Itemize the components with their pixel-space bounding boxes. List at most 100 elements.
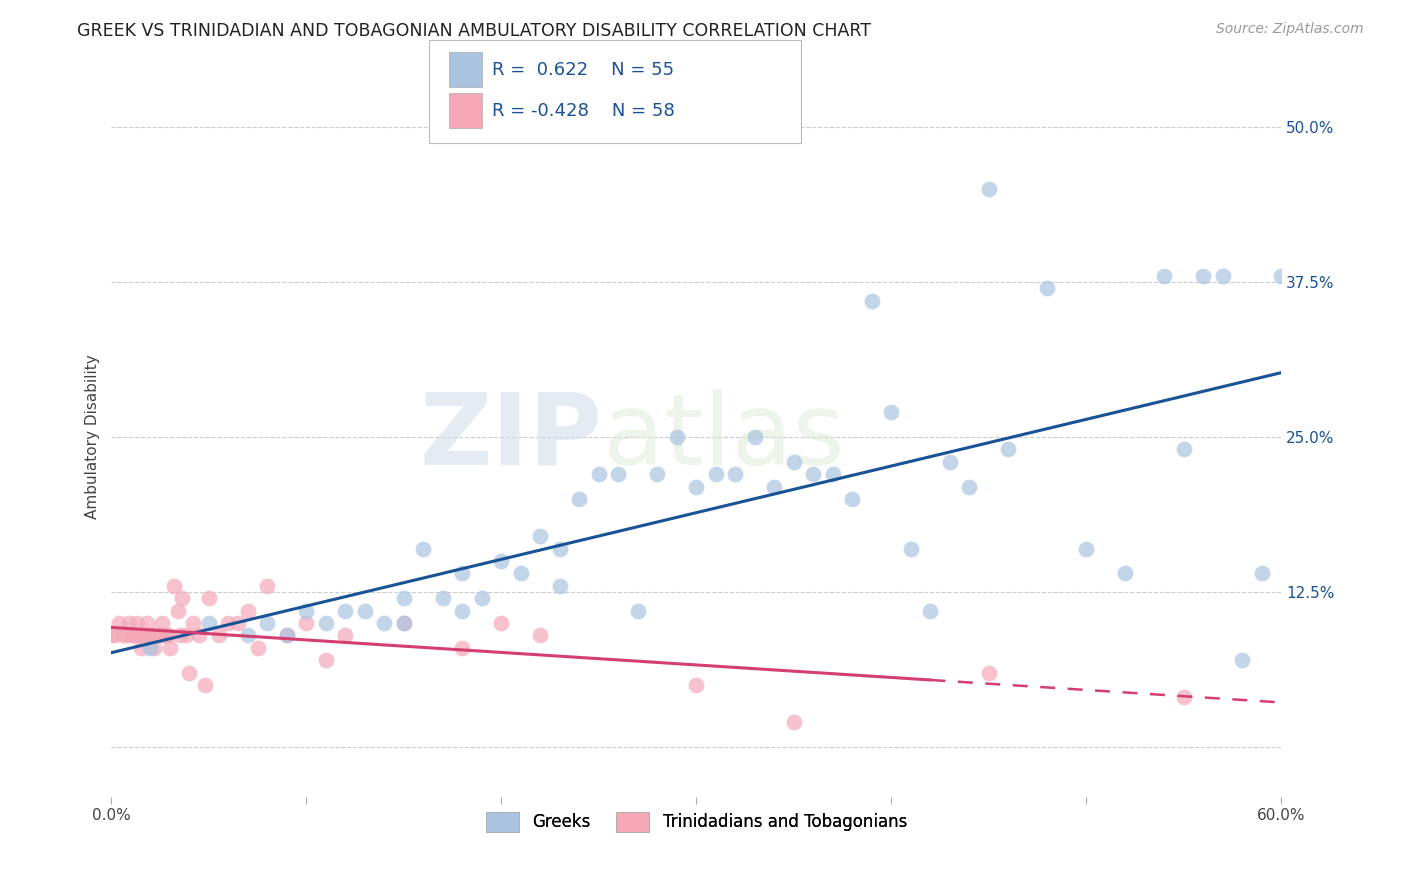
Point xyxy=(939,455,962,469)
Point xyxy=(153,628,176,642)
Point xyxy=(1192,268,1215,283)
Point xyxy=(529,529,551,543)
Point xyxy=(166,604,188,618)
Point xyxy=(1212,268,1234,283)
Point xyxy=(724,467,747,482)
Point xyxy=(118,616,141,631)
Point xyxy=(588,467,610,482)
Point xyxy=(125,616,148,631)
Point xyxy=(568,491,591,506)
Point xyxy=(315,653,337,667)
Point xyxy=(763,480,786,494)
Point xyxy=(803,467,825,482)
Point xyxy=(149,628,172,642)
Point xyxy=(354,604,377,618)
Point xyxy=(135,616,157,631)
Point xyxy=(1153,268,1175,283)
Point xyxy=(471,591,494,606)
Point xyxy=(412,541,434,556)
Point xyxy=(129,640,152,655)
Point xyxy=(236,628,259,642)
Point xyxy=(1251,566,1274,581)
Point xyxy=(529,628,551,642)
Point xyxy=(491,554,513,568)
Point xyxy=(108,616,131,631)
Point xyxy=(138,628,160,642)
Point xyxy=(432,591,454,606)
Point xyxy=(821,467,844,482)
Point xyxy=(143,628,166,642)
Point xyxy=(120,628,142,642)
Point xyxy=(112,628,135,642)
Point xyxy=(373,616,395,631)
Text: ZIP: ZIP xyxy=(420,389,603,485)
Point xyxy=(104,628,127,642)
Point xyxy=(920,604,942,618)
Legend: Greeks, Trinidadians and Tobagonians: Greeks, Trinidadians and Tobagonians xyxy=(479,805,914,838)
Point xyxy=(860,293,883,308)
Point xyxy=(1114,566,1136,581)
Point xyxy=(392,616,415,631)
Point xyxy=(129,628,152,642)
Point xyxy=(169,628,191,642)
Point xyxy=(335,604,357,618)
Point xyxy=(744,430,766,444)
Point xyxy=(226,616,249,631)
Point xyxy=(198,616,221,631)
Point xyxy=(128,628,150,642)
Point xyxy=(100,628,122,642)
Point xyxy=(315,616,337,631)
Point xyxy=(627,604,650,618)
Point xyxy=(134,628,156,642)
Point xyxy=(685,480,707,494)
Point xyxy=(256,616,278,631)
Point xyxy=(880,405,903,419)
Point xyxy=(607,467,630,482)
Point xyxy=(131,628,153,642)
Point xyxy=(900,541,922,556)
Point xyxy=(121,628,143,642)
Point xyxy=(295,604,318,618)
Text: R =  0.622    N = 55: R = 0.622 N = 55 xyxy=(492,61,675,78)
Point xyxy=(977,182,1000,196)
Point xyxy=(1036,281,1059,295)
Point xyxy=(236,604,259,618)
Point xyxy=(1076,541,1098,556)
Point xyxy=(141,628,163,642)
Point xyxy=(1232,653,1254,667)
Point xyxy=(392,616,415,631)
Point xyxy=(783,715,806,730)
Point xyxy=(997,442,1019,457)
Point xyxy=(957,480,980,494)
Text: Source: ZipAtlas.com: Source: ZipAtlas.com xyxy=(1216,22,1364,37)
Point xyxy=(392,591,415,606)
Point xyxy=(1270,268,1292,283)
Point xyxy=(159,640,181,655)
Point xyxy=(783,455,806,469)
Point xyxy=(156,628,179,642)
Point xyxy=(145,628,167,642)
Point xyxy=(841,491,863,506)
Point xyxy=(1173,690,1195,705)
Point xyxy=(276,628,298,642)
Point xyxy=(163,579,186,593)
Point xyxy=(246,640,269,655)
Point xyxy=(451,640,474,655)
Point xyxy=(135,628,157,642)
Point xyxy=(548,541,571,556)
Point xyxy=(295,616,318,631)
Point xyxy=(139,628,162,642)
Point xyxy=(181,616,204,631)
Point xyxy=(174,628,197,642)
Point xyxy=(977,665,1000,680)
Point xyxy=(217,616,239,631)
Point xyxy=(143,640,166,655)
Point xyxy=(150,616,173,631)
Point xyxy=(256,579,278,593)
Point xyxy=(170,591,193,606)
Point xyxy=(208,628,231,642)
Point xyxy=(188,628,211,642)
Text: GREEK VS TRINIDADIAN AND TOBAGONIAN AMBULATORY DISABILITY CORRELATION CHART: GREEK VS TRINIDADIAN AND TOBAGONIAN AMBU… xyxy=(77,22,872,40)
Point xyxy=(665,430,688,444)
Point xyxy=(685,678,707,692)
